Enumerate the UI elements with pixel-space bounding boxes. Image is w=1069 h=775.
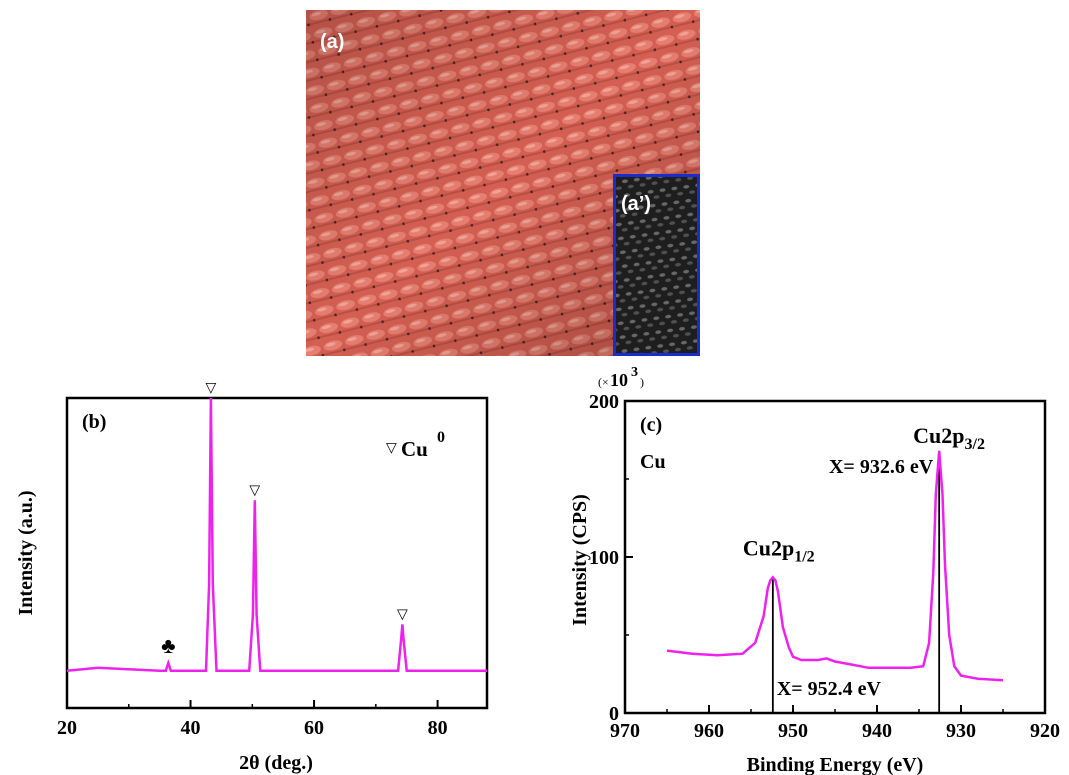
chart-c-xtick-label: 970 xyxy=(610,720,640,742)
chart-b-xtick-label: 40 xyxy=(181,717,201,739)
chart-b-xtick-label: 60 xyxy=(304,717,324,739)
legend-superscript: 0 xyxy=(437,429,445,446)
chart-c-xtick-label: 930 xyxy=(946,720,976,742)
panel-a-prime-label: (a’) xyxy=(621,193,651,215)
chart-c-ylabel: Intensity (CPS) xyxy=(569,494,591,626)
multiplier-suffix: ) xyxy=(640,375,644,389)
multiplier-base: 10 xyxy=(610,370,628,390)
chart-c-ytick-label: 0 xyxy=(609,703,619,725)
legend-symbol: ▽ xyxy=(386,441,397,456)
chart-b-xtick-label: 80 xyxy=(428,717,448,739)
panel-a-photograph: (a) (a’) xyxy=(306,10,700,356)
chart-c-xtick-label: 920 xyxy=(1030,720,1060,742)
inset-carbon-texture xyxy=(613,174,700,356)
chart-b-peak-marker: ▽ xyxy=(397,607,408,622)
chart-c-panel-label: (c) xyxy=(640,414,662,436)
chart-c-peak-value: X= 932.6 eV xyxy=(829,456,934,478)
chart-c-xlabel: Binding Energy (eV) xyxy=(747,754,924,775)
chart-b-impurity-marker: ♣ xyxy=(161,633,175,658)
chart-c-series-line xyxy=(666,450,1004,682)
chart-b-ylabel: Intensity (a.u.) xyxy=(15,490,37,615)
chart-b-xtick-label: 20 xyxy=(57,717,77,739)
fabric-image: (a) (a’) xyxy=(306,10,700,356)
panel-a-label: (a) xyxy=(320,31,344,53)
chart-c-peak-name: Cu2p1/2 xyxy=(743,535,815,565)
chart-b-peak-marker: ▽ xyxy=(249,483,260,498)
chart-c-ytick-label: 100 xyxy=(589,547,619,569)
chart-c-xtick-label: 940 xyxy=(862,720,892,742)
chart-c-ytick-label: 200 xyxy=(589,391,619,413)
chart-b-frame xyxy=(65,396,489,710)
chart-c-xtick-label: 960 xyxy=(694,720,724,742)
chart-b-peak-marker: ▽ xyxy=(206,381,217,396)
chart-b-panel-label: (b) xyxy=(82,411,106,433)
chart-c-peak-value: X= 952.4 eV xyxy=(777,678,882,700)
chart-c-element-label: Cu xyxy=(640,451,666,473)
chart-c-peak-name: Cu2p3/2 xyxy=(913,423,985,453)
inset-border xyxy=(613,174,700,356)
multiplier-exp: 3 xyxy=(631,365,638,380)
chart-b-xlabel: 2θ (deg.) xyxy=(239,752,313,774)
multiplier-prefix: (× xyxy=(598,375,609,389)
chart-b-legend: ▽ Cu 0 xyxy=(386,429,445,461)
chart-b-series-line xyxy=(66,397,487,673)
chart-b: 20 40 60 80 ▽ ▽ ▽ ♣ (b) ▽ Cu 0 2θ (deg.) Inten… xyxy=(15,381,489,774)
chart-c: 970 960 950 940 930 920 0 100 200 (c) Cu (× 10 3… xyxy=(569,365,1060,775)
chart-c-axis-multiplier: (× 10 3 ) xyxy=(598,365,644,390)
legend-text: Cu xyxy=(401,437,428,461)
chart-c-xtick-label: 950 xyxy=(778,720,808,742)
